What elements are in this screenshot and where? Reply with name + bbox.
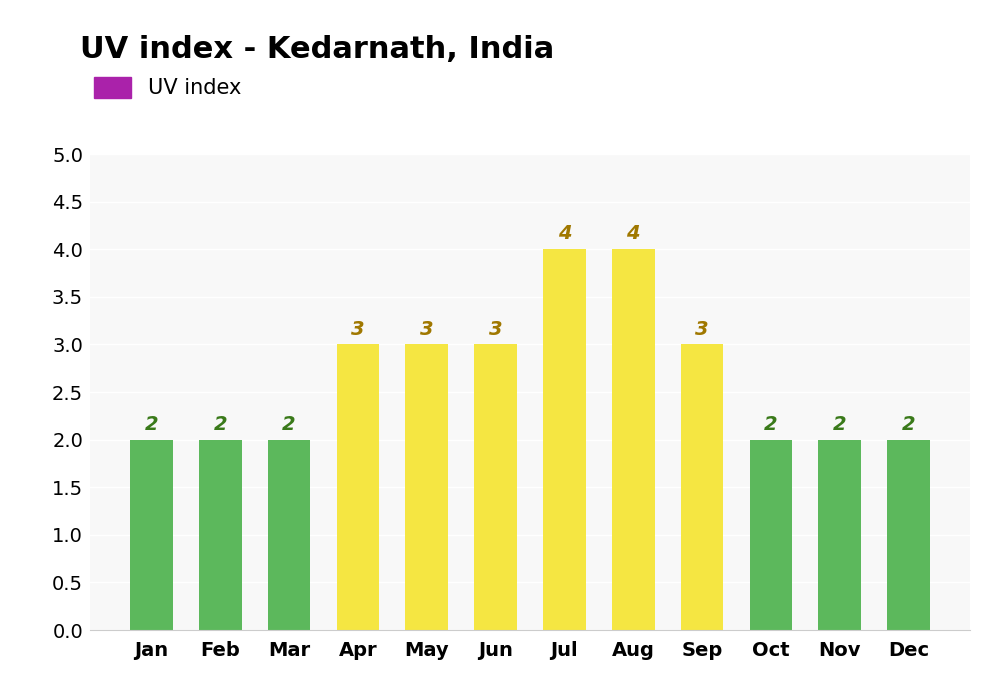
Text: 4: 4 [558,225,571,244]
Bar [337,344,379,630]
Text: 3: 3 [695,320,709,339]
Text: 4: 4 [626,225,640,244]
Bar [543,249,586,630]
Bar [130,440,173,630]
Bar [887,440,930,630]
Text: 3: 3 [489,320,502,339]
Text: 2: 2 [833,415,847,434]
Bar [474,344,517,630]
Text: 3: 3 [420,320,434,339]
Text: UV index - Kedarnath, India: UV index - Kedarnath, India [80,35,554,64]
Bar [199,440,242,630]
Text: 2: 2 [282,415,296,434]
Bar [750,440,792,630]
Text: 2: 2 [902,415,915,434]
Bar [405,344,448,630]
Bar [818,440,861,630]
Bar [612,249,655,630]
Bar [681,344,723,630]
Legend: UV index: UV index [86,69,250,106]
Text: 3: 3 [351,320,365,339]
Bar [268,440,310,630]
Text: 2: 2 [764,415,778,434]
Text: 2: 2 [213,415,227,434]
Text: 2: 2 [145,415,158,434]
